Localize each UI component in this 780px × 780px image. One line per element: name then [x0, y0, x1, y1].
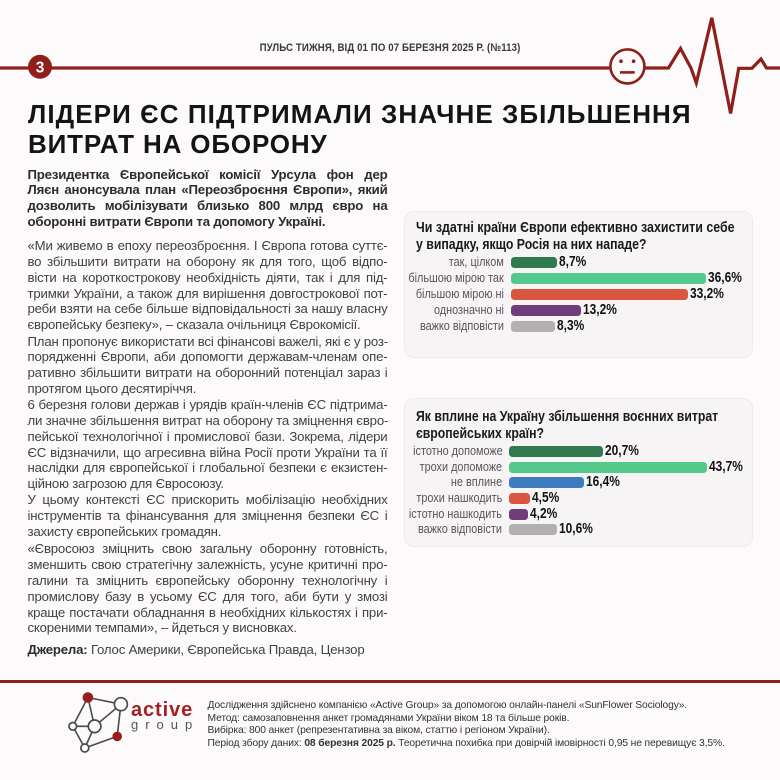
svg-text:3: 3 — [36, 60, 45, 77]
